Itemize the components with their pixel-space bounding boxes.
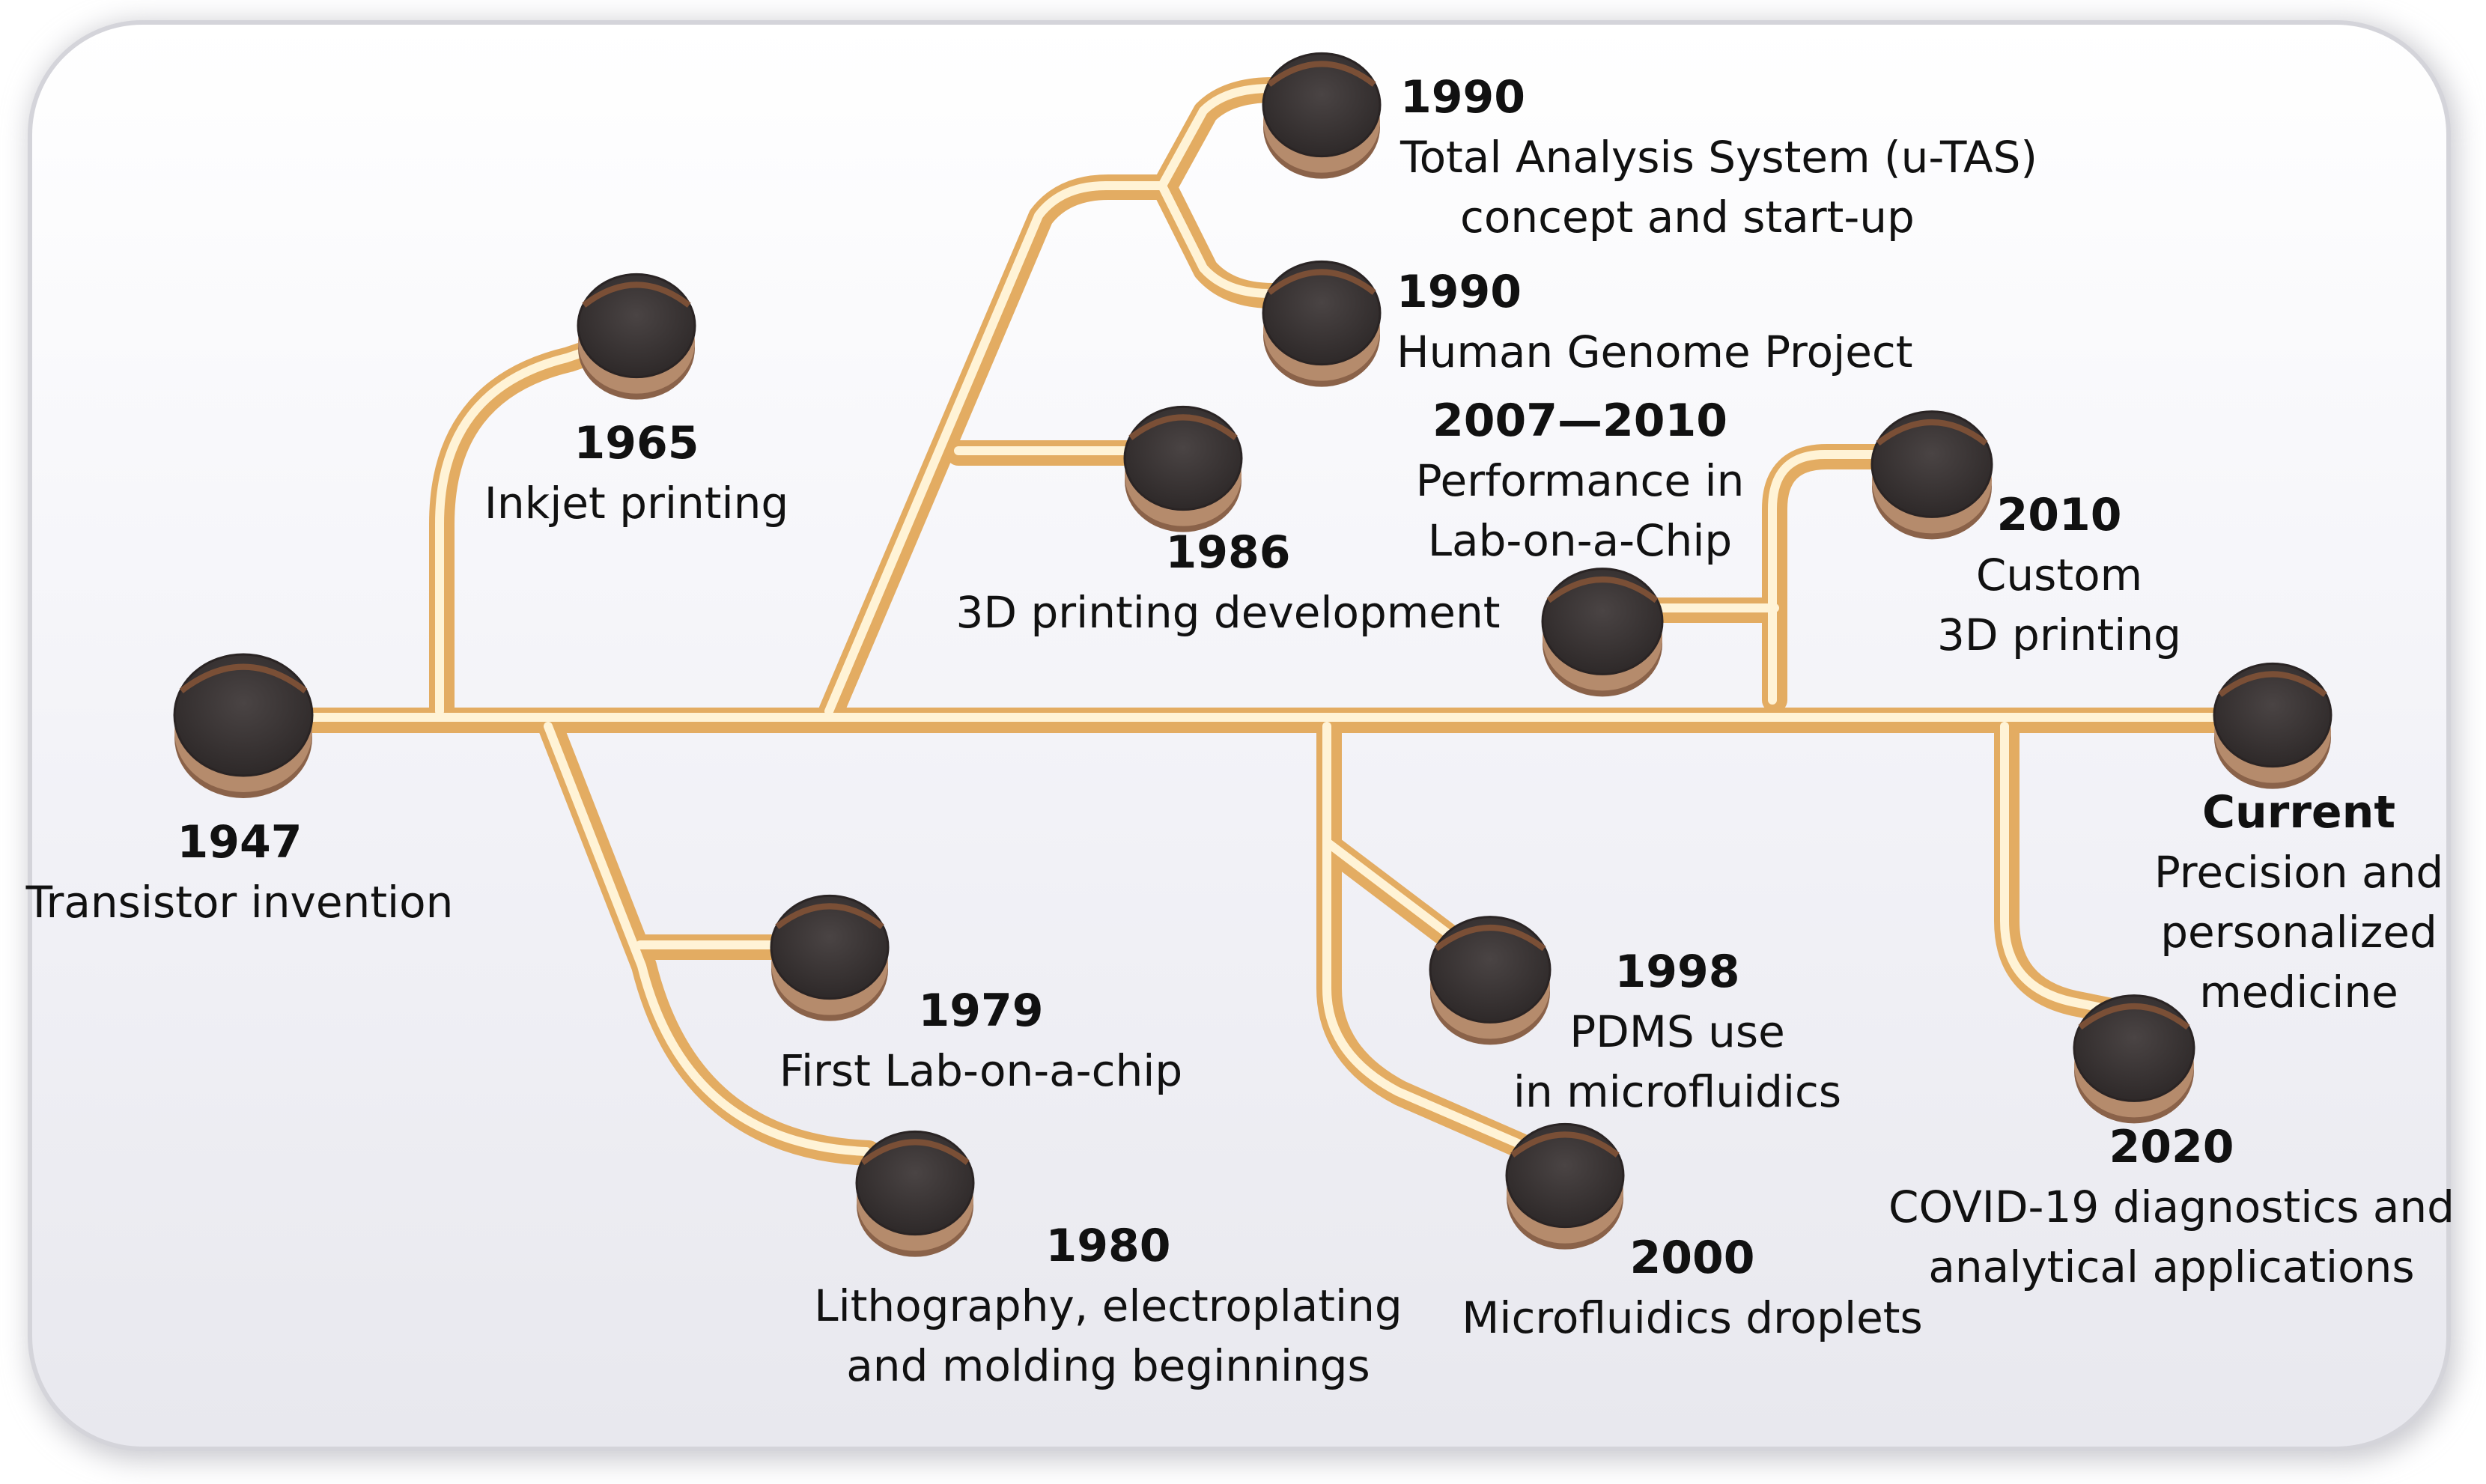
well-lip: [1876, 419, 1988, 446]
event-1990-utas: 1990 Total Analysis System (u-TAS) conce…: [1400, 67, 2038, 247]
well-top: [1262, 52, 1382, 158]
well-lip: [775, 903, 884, 929]
well-2020-icon: [2073, 994, 2195, 1124]
event-year: 1986: [1165, 526, 1291, 579]
event-description: Transistor invention: [25, 877, 454, 928]
event-1986: 1986 3D printing development: [943, 523, 1513, 642]
well-lip: [2218, 671, 2327, 697]
event-2020: 2020 COVID-19 diagnostics and analytical…: [1887, 1117, 2456, 1297]
event-description: medicine: [2199, 967, 2398, 1018]
event-1998: 1998 PDMS use in microfluidics: [1468, 942, 1887, 1122]
event-1965: 1965 Inkjet printing: [412, 413, 861, 533]
event-year: Current: [2201, 786, 2396, 839]
event-description: Custom: [1975, 550, 2143, 600]
well-lip: [1267, 61, 1376, 87]
event-description: First Lab-on-a-chip: [779, 1045, 1183, 1096]
event-year: 1990: [1397, 266, 1522, 318]
well-1947-icon: [173, 653, 314, 798]
event-1990-genome: 1990 Human Genome Project: [1397, 262, 1966, 382]
well-2007-icon: [1541, 568, 1664, 697]
event-description: 3D printing: [1937, 609, 2181, 660]
event-description: Total Analysis System (u-TAS): [1400, 132, 2038, 183]
well-nodes: [173, 52, 2332, 1257]
event-description: personalized: [2160, 907, 2437, 958]
well-1990a-icon: [1262, 52, 1382, 179]
event-description: Lithography, electroplating: [814, 1280, 1402, 1331]
well-1998-icon: [1429, 916, 1552, 1045]
event-year: 1990: [1400, 71, 1525, 124]
event-description: Performance in: [1415, 455, 1745, 506]
event-description: Inkjet printing: [484, 478, 789, 529]
well-lip: [1267, 269, 1376, 295]
well-top: [1870, 410, 1993, 518]
well-lip: [860, 1139, 970, 1165]
well-top: [1262, 260, 1382, 366]
well-1980-icon: [855, 1130, 975, 1257]
well-2000-icon: [1505, 1122, 1625, 1250]
well-top: [577, 273, 696, 379]
well-1979-icon: [770, 894, 890, 1021]
event-year: 2007—2010: [1432, 395, 1727, 447]
event-year: 2020: [2109, 1121, 2234, 1173]
well-top: [770, 894, 890, 1000]
well-1965-icon: [577, 273, 696, 400]
event-year: 2010: [1996, 489, 2122, 541]
event-year: 1998: [1614, 946, 1740, 998]
well-current-icon: [2213, 662, 2332, 789]
event-description: Human Genome Project: [1397, 326, 1913, 377]
well-top: [173, 653, 314, 777]
event-1979: 1979 First Lab-on-a-chip: [749, 981, 1213, 1101]
well-lip: [1510, 1131, 1620, 1158]
event-description: Lab-on-a-Chip: [1427, 515, 1733, 566]
well-lip: [1434, 925, 1546, 952]
event-2007-2010: 2007—2010 Performance in Lab-on-a-Chip: [1385, 391, 1775, 571]
event-description: COVID-19 diagnostics and: [1888, 1182, 2455, 1232]
well-top: [855, 1130, 975, 1236]
well-lip: [1546, 577, 1659, 603]
event-2010: 2010 Custom 3D printing: [1894, 485, 2224, 665]
event-year: 1947: [177, 816, 303, 869]
well-lip: [582, 282, 691, 308]
well-lip: [179, 663, 308, 693]
well-top: [2213, 662, 2332, 768]
event-2000: 2000 Microfluidics droplets: [1453, 1228, 1932, 1348]
well-lip: [1128, 414, 1238, 440]
event-1947: 1947 Transistor invention: [15, 812, 464, 932]
event-year: 1979: [918, 985, 1044, 1037]
event-description: in microfluidics: [1513, 1066, 1842, 1117]
well-top: [1123, 405, 1243, 511]
event-description: concept and start-up: [1460, 192, 1915, 243]
event-description: 3D printing development: [955, 587, 1501, 638]
well-1986-icon: [1123, 405, 1243, 532]
event-description: analytical applications: [1928, 1241, 2415, 1292]
well-2010-icon: [1870, 410, 1993, 540]
well-top: [1429, 916, 1552, 1024]
event-year: 2000: [1629, 1232, 1755, 1284]
event-description: PDMS use: [1569, 1006, 1785, 1057]
event-description: Microfluidics droplets: [1462, 1292, 1923, 1343]
well-1990b-icon: [1262, 260, 1382, 387]
event-year: 1980: [1045, 1220, 1171, 1272]
well-lip: [2078, 1003, 2190, 1030]
event-1980: 1980 Lithography, electroplating and mol…: [794, 1216, 1423, 1396]
well-top: [1505, 1122, 1625, 1229]
event-current: Current Precision and personalized medic…: [2142, 782, 2456, 1022]
well-top: [1541, 568, 1664, 675]
event-year: 1965: [574, 417, 699, 469]
event-description: Precision and: [2154, 847, 2444, 898]
event-description: and molding beginnings: [846, 1340, 1370, 1391]
well-top: [2073, 994, 2195, 1102]
